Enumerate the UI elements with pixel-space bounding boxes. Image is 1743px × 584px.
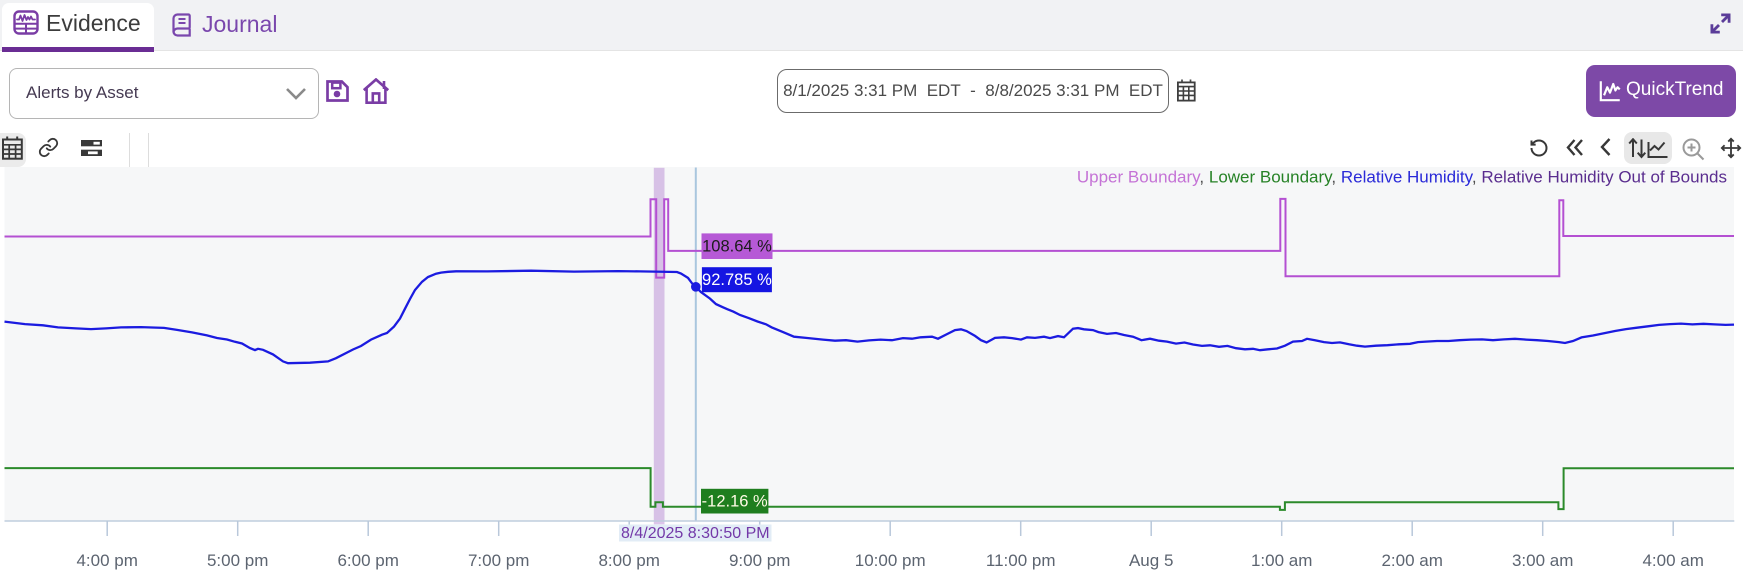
svg-text:4:00 am: 4:00 am — [1642, 551, 1703, 570]
svg-text:-12.16 %: -12.16 % — [702, 493, 768, 511]
svg-text:1:00 am: 1:00 am — [1251, 551, 1312, 570]
svg-text:8:00 pm: 8:00 pm — [598, 551, 659, 570]
svg-text:11:00 pm: 11:00 pm — [986, 551, 1056, 570]
svg-text:8/4/2025 8:30:50 PM: 8/4/2025 8:30:50 PM — [621, 525, 770, 542]
svg-text:Upper Boundary, Lower Boundary: Upper Boundary, Lower Boundary, Relative… — [1077, 168, 1727, 187]
svg-text:9:00 pm: 9:00 pm — [729, 551, 790, 570]
svg-text:3:00 am: 3:00 am — [1512, 551, 1573, 570]
svg-text:5:00 pm: 5:00 pm — [207, 551, 268, 570]
svg-text:7:00 pm: 7:00 pm — [468, 551, 529, 570]
svg-text:108.64 %: 108.64 % — [702, 238, 772, 256]
svg-text:92.785 %: 92.785 % — [702, 271, 772, 289]
svg-text:6:00 pm: 6:00 pm — [337, 551, 398, 570]
svg-text:4:00 pm: 4:00 pm — [76, 551, 137, 570]
svg-text:2:00 am: 2:00 am — [1381, 551, 1442, 570]
svg-text:Aug 5: Aug 5 — [1129, 551, 1173, 570]
svg-text:10:00 pm: 10:00 pm — [855, 551, 926, 570]
